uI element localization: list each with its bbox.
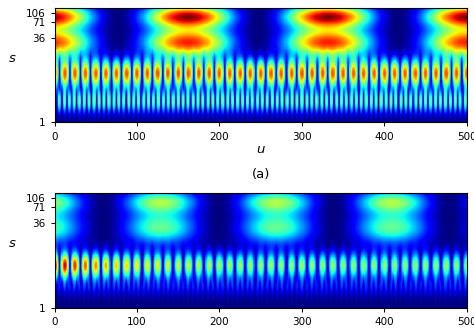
X-axis label: u: u: [256, 143, 265, 156]
Text: (a): (a): [252, 168, 270, 181]
X-axis label: u: u: [256, 328, 265, 329]
Y-axis label: s: s: [9, 238, 15, 250]
Y-axis label: s: s: [9, 52, 15, 65]
